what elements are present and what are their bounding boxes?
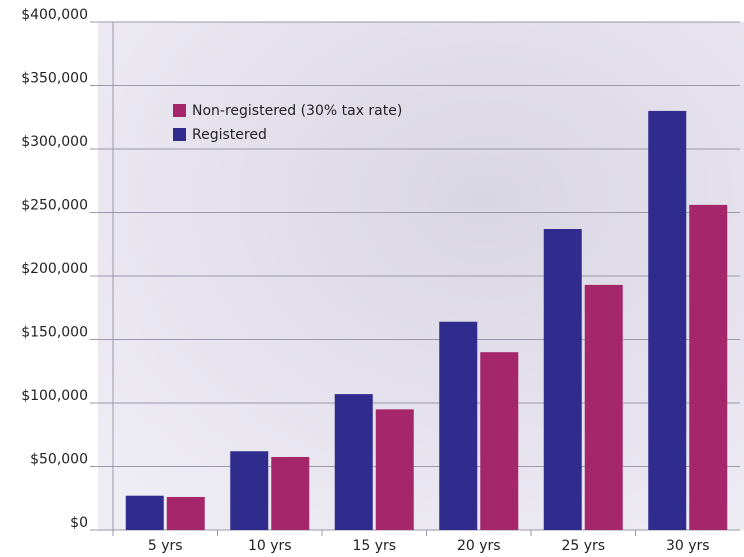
y-tick-label: $50,000 [30,452,88,468]
x-tick-label: 5 yrs [148,538,183,554]
y-tick-label: $300,000 [21,134,88,150]
legend-label: Registered [192,127,267,143]
bar [480,352,519,530]
bar [584,284,623,530]
y-tick-label: $0 [70,515,88,531]
y-tick-label: $250,000 [21,198,88,214]
bar [334,394,373,530]
y-tick-label: $400,000 [21,7,88,23]
x-tick-label: 20 yrs [457,538,501,554]
bar [230,451,269,530]
bar [648,110,687,531]
x-tick-label: 25 yrs [561,538,605,554]
x-tick-label: 15 yrs [352,538,396,554]
y-tick-label: $100,000 [21,388,88,404]
bar [375,409,414,530]
bar [439,321,478,530]
legend-swatch [173,104,186,117]
bar [166,496,205,530]
bar [689,204,728,530]
bar [543,229,582,530]
y-tick-label: $150,000 [21,325,88,341]
x-tick-label: 30 yrs [666,538,710,554]
legend-swatch [173,128,186,141]
x-tick-label: 10 yrs [248,538,292,554]
bar [125,495,164,530]
bar [271,456,310,530]
y-tick-label: $200,000 [21,261,88,277]
y-tick-label: $350,000 [21,71,88,87]
legend-label: Non-registered (30% tax rate) [192,103,402,119]
